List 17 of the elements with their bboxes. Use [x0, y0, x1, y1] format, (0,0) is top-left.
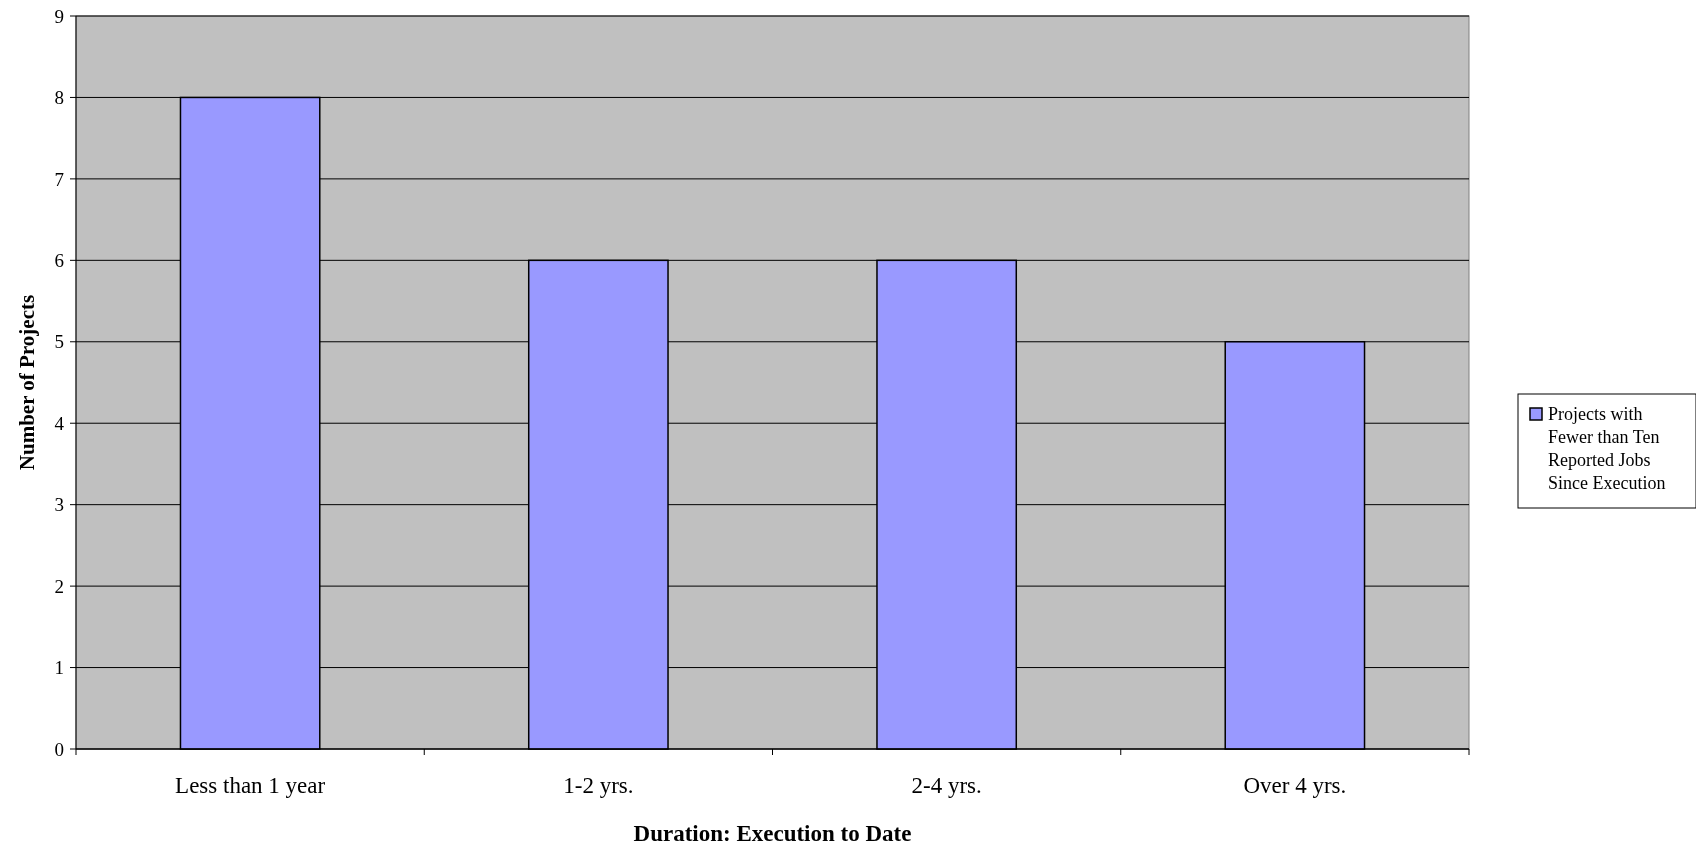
legend-label: Projects with Fewer than Ten Reported Jobs Since Execution	[1548, 404, 1666, 493]
y-axis-title: Number of Projects	[15, 294, 39, 471]
y-tick-label: 7	[54, 168, 64, 190]
y-tick-label: 4	[54, 412, 65, 434]
x-tick-label: 2-4 yrs.	[911, 773, 982, 798]
x-axis-title: Duration: Execution to Date	[633, 821, 912, 846]
y-tick-label: 0	[54, 738, 64, 760]
y-tick-label: 9	[54, 5, 64, 27]
x-tick-label: Over 4 yrs.	[1243, 773, 1347, 798]
y-tick-label: 3	[54, 494, 64, 516]
y-tick-label: 6	[54, 249, 64, 271]
y-tick-label: 2	[54, 575, 64, 597]
y-tick-label: 8	[54, 87, 64, 109]
y-tick-label: 5	[54, 331, 64, 353]
x-tick-label: 1-2 yrs.	[563, 773, 634, 798]
x-tick-label: Less than 1 year	[175, 773, 326, 798]
y-tick-label: 1	[54, 657, 64, 679]
